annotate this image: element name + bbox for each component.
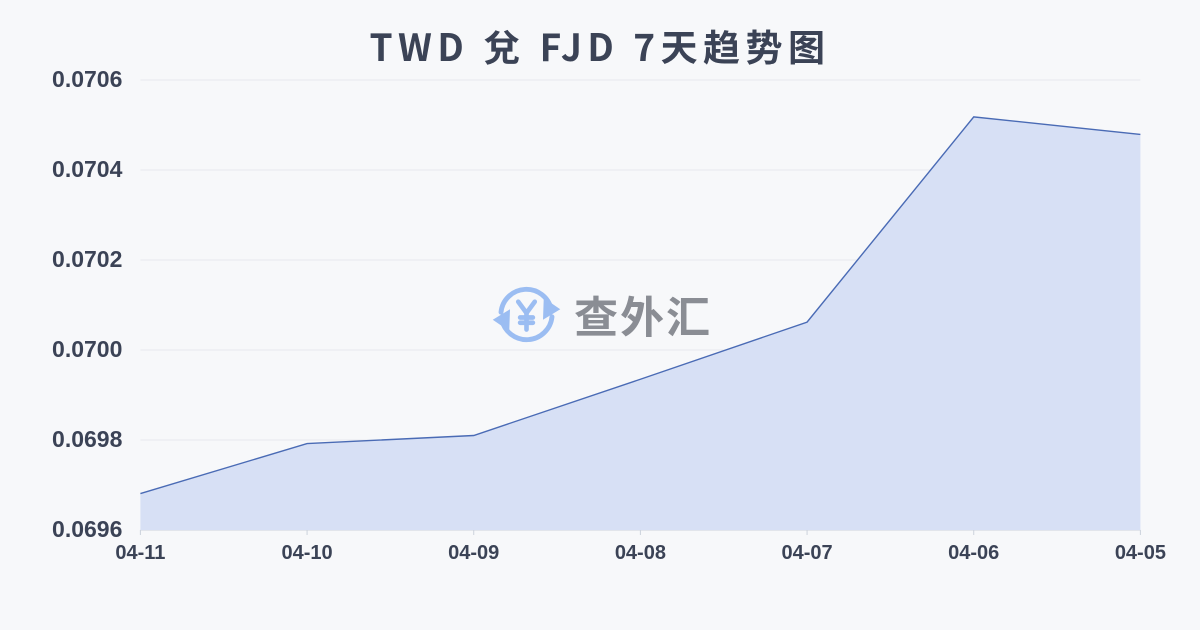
svg-text:04-08: 04-08: [615, 542, 666, 564]
svg-text:0.0702: 0.0702: [52, 246, 122, 272]
svg-text:04-10: 04-10: [281, 542, 332, 564]
svg-text:0.0698: 0.0698: [52, 426, 123, 452]
svg-text:04-07: 04-07: [781, 542, 832, 564]
svg-text:0.0700: 0.0700: [52, 336, 122, 362]
svg-text:04-09: 04-09: [448, 542, 499, 564]
svg-text:04-11: 04-11: [115, 542, 165, 564]
svg-text:0.0704: 0.0704: [52, 156, 123, 182]
svg-text:0.0696: 0.0696: [52, 516, 122, 542]
svg-text:04-06: 04-06: [948, 542, 999, 564]
svg-text:04-05: 04-05: [1115, 542, 1166, 564]
